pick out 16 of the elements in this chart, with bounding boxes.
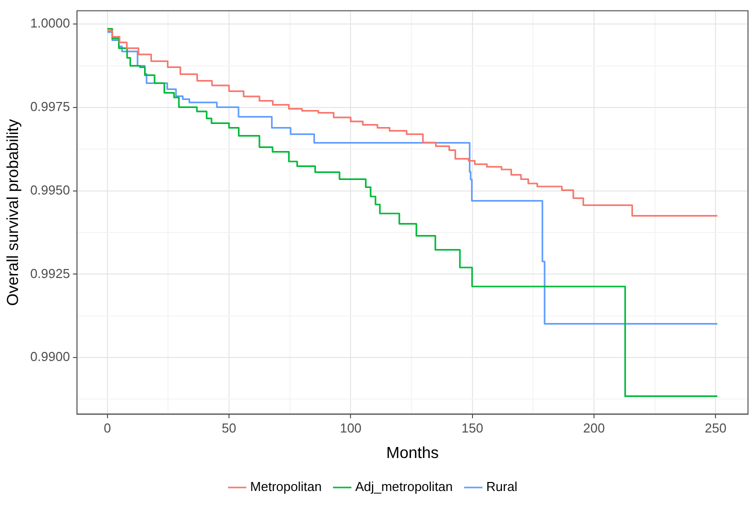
legend-label: Metropolitan xyxy=(250,479,322,494)
legend-label: Adj_metropolitan xyxy=(355,479,453,494)
legend-label: Rural xyxy=(486,479,518,494)
x-tick-label: 50 xyxy=(222,420,236,436)
y-tick-label: 0.9900 xyxy=(30,349,70,364)
y-tick-label: 0.9975 xyxy=(30,99,70,114)
y-axis-title: Overall survival probability xyxy=(5,119,22,306)
y-tick-label: 1.0000 xyxy=(30,16,70,31)
x-tick-label: 0 xyxy=(104,420,111,436)
x-tick-label: 250 xyxy=(704,420,726,436)
x-tick-label: 100 xyxy=(340,420,362,436)
x-axis-title: Months xyxy=(386,444,439,462)
x-tick-label: 150 xyxy=(461,420,484,436)
y-tick-label: 0.9925 xyxy=(30,266,70,281)
x-tick-label: 200 xyxy=(583,420,605,436)
y-tick-label: 0.9950 xyxy=(30,182,70,198)
